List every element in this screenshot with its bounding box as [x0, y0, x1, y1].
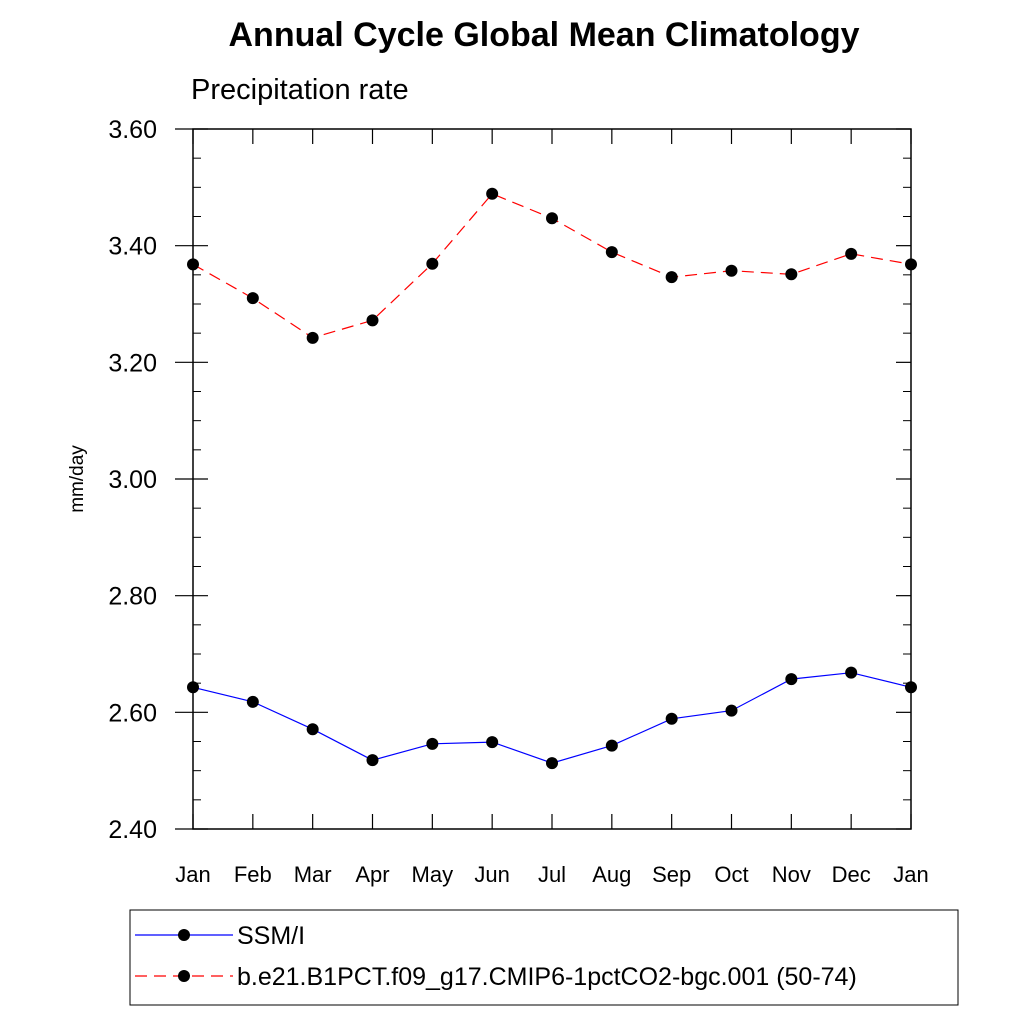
- legend-marker-ssmi: [178, 929, 190, 941]
- series-1-point: [246, 292, 259, 305]
- series-1-point: [845, 247, 858, 260]
- series-0-point: [486, 736, 499, 749]
- series-0-point: [366, 754, 379, 767]
- x-tick-label: Mar: [294, 862, 332, 887]
- x-tick-label: May: [412, 862, 454, 887]
- legend: SSM/I b.e21.B1PCT.f09_g17.CMIP6-1pctCO2-…: [129, 909, 959, 1006]
- series-0-point: [306, 723, 319, 736]
- series-1-point: [665, 271, 678, 284]
- legend-label-model: b.e21.B1PCT.f09_g17.CMIP6-1pctCO2-bgc.00…: [237, 963, 857, 991]
- y-tick-label: 3.20: [108, 349, 157, 377]
- series-0-point: [246, 695, 259, 708]
- series-0-point: [605, 739, 618, 752]
- chart-subtitle: Precipitation rate: [191, 74, 409, 106]
- x-tick-label: Jan: [893, 862, 928, 887]
- series-1-point: [785, 268, 798, 281]
- x-tick-label: Feb: [234, 862, 272, 887]
- series-0-point: [665, 712, 678, 725]
- y-tick-label: 3.00: [108, 466, 157, 494]
- series-0-point: [426, 737, 439, 750]
- x-tick-label: Nov: [772, 862, 811, 887]
- series-0-point: [725, 704, 738, 717]
- series-1-point: [366, 314, 379, 327]
- y-tick-label: 2.60: [108, 699, 157, 727]
- series-1-point: [486, 187, 499, 200]
- series-0-point: [546, 757, 558, 770]
- chart-title: Annual Cycle Global Mean Climatology: [229, 16, 860, 54]
- x-tick-label: Jul: [538, 862, 566, 887]
- y-tick-label: 3.40: [108, 233, 157, 261]
- series-0-point: [845, 666, 858, 679]
- y-tick-label: 2.40: [108, 816, 157, 844]
- x-tick-label: Apr: [355, 862, 389, 887]
- legend-label-ssmi: SSM/I: [237, 922, 305, 950]
- y-tick-label: 2.80: [108, 583, 157, 611]
- series-0-point: [785, 673, 798, 686]
- x-tick-label: Dec: [832, 862, 871, 887]
- x-tick-label: Aug: [592, 862, 631, 887]
- series-1-point: [306, 331, 319, 344]
- series-line-0: [192, 672, 912, 764]
- x-tick-label: Jan: [175, 862, 210, 887]
- x-tick-label: Sep: [652, 862, 691, 887]
- series-1-point: [605, 246, 618, 259]
- y-tick-label: 3.60: [108, 116, 157, 144]
- legend-box: [129, 909, 959, 1006]
- series-1-point: [426, 257, 439, 270]
- legend-marker-model: [178, 970, 190, 982]
- series-1-point: [725, 264, 738, 277]
- y-axis-label: mm/day: [67, 445, 88, 513]
- plot-frame: [192, 128, 912, 830]
- x-tick-label: Jun: [474, 862, 509, 887]
- series-1-point: [546, 212, 558, 225]
- x-tick-label: Oct: [714, 862, 748, 887]
